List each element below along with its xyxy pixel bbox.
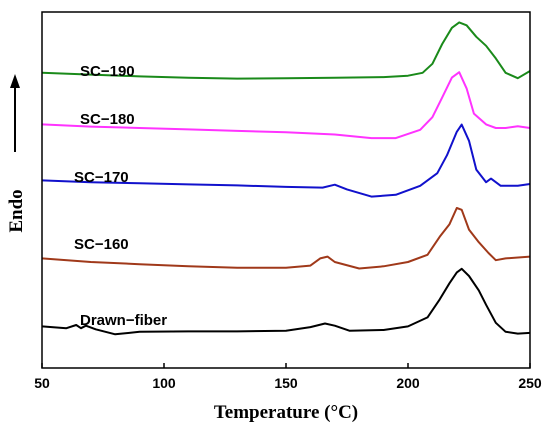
x-tick-label: 200 [396,375,420,391]
x-tick-label: 100 [152,375,176,391]
series-line-sc-190 [41,21,531,80]
x-tick-label: 250 [518,375,542,391]
endo-arrow-head [10,74,20,88]
y-axis-label: Endo [6,189,27,232]
x-tick-label: 150 [274,375,298,391]
series-line-drawn-fiber [41,267,531,336]
series-group [41,21,531,336]
series-line-sc-170 [41,123,531,198]
series-label-sc-170: SC−170 [74,169,129,186]
series-line-sc-180 [41,71,531,140]
x-tick-label: 50 [34,375,50,391]
x-axis: 50 100 150 200 250 [34,363,542,391]
series-label-sc-190: SC−190 [80,63,135,80]
series-line-sc-160 [41,207,531,270]
series-labels: SC−190 SC−180 SC−170 SC−160 Drawn−fiber [74,63,167,329]
series-label-drawn-fiber: Drawn−fiber [80,312,167,329]
y-axis-title: Endo [6,74,27,233]
series-label-sc-160: SC−160 [74,236,129,253]
series-label-sc-180: SC−180 [80,111,135,128]
x-axis-label: Temperature (°C) [214,402,358,423]
